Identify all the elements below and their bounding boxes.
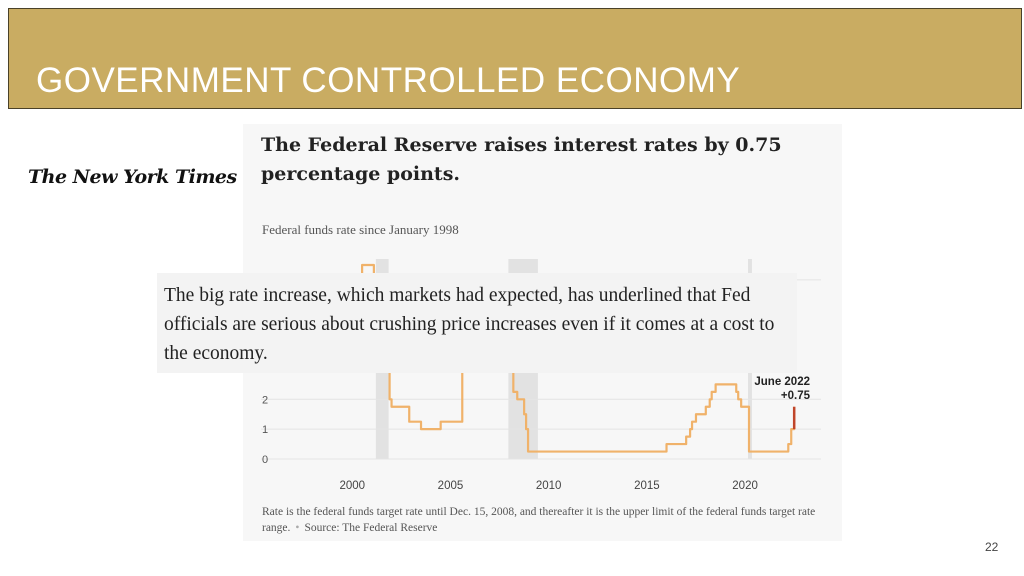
title-banner: GOVERNMENT CONTROLLED ECONOMY: [8, 8, 1022, 109]
footnote-text: Rate is the federal funds target rate un…: [262, 506, 816, 534]
x-tick-label-3: 2015: [634, 480, 660, 492]
quote-overlay: The big rate increase, which markets had…: [157, 273, 797, 373]
separator-dot: •: [295, 522, 300, 534]
rate-line: [313, 263, 796, 453]
y-tick-label-2: 2: [262, 394, 268, 406]
slide-title: GOVERNMENT CONTROLLED ECONOMY: [36, 61, 741, 100]
footnote-source: Source: The Federal Reserve: [304, 522, 438, 534]
x-tick-label-1: 2005: [438, 480, 464, 492]
x-tick-label-4: 2020: [732, 480, 758, 492]
quote-text: The big rate increase, which markets had…: [164, 285, 775, 364]
y-tick-label-1: 1: [262, 424, 268, 436]
page-number: 22: [985, 540, 999, 554]
annotation-date: June 2022: [754, 376, 810, 388]
nyt-logo: The New York Times: [28, 166, 237, 188]
x-tick-label-0: 2000: [339, 480, 365, 492]
y-tick-label-0: 0: [262, 454, 268, 466]
article-headline: The Federal Reserve raises interest rate…: [261, 134, 782, 185]
x-tick-label-2: 2010: [536, 480, 562, 492]
annotation-change: +0.75: [781, 390, 811, 402]
chart-footnote: Rate is the federal funds target rate un…: [262, 504, 822, 536]
chart-subtitle: Federal funds rate since January 1998: [262, 222, 459, 237]
